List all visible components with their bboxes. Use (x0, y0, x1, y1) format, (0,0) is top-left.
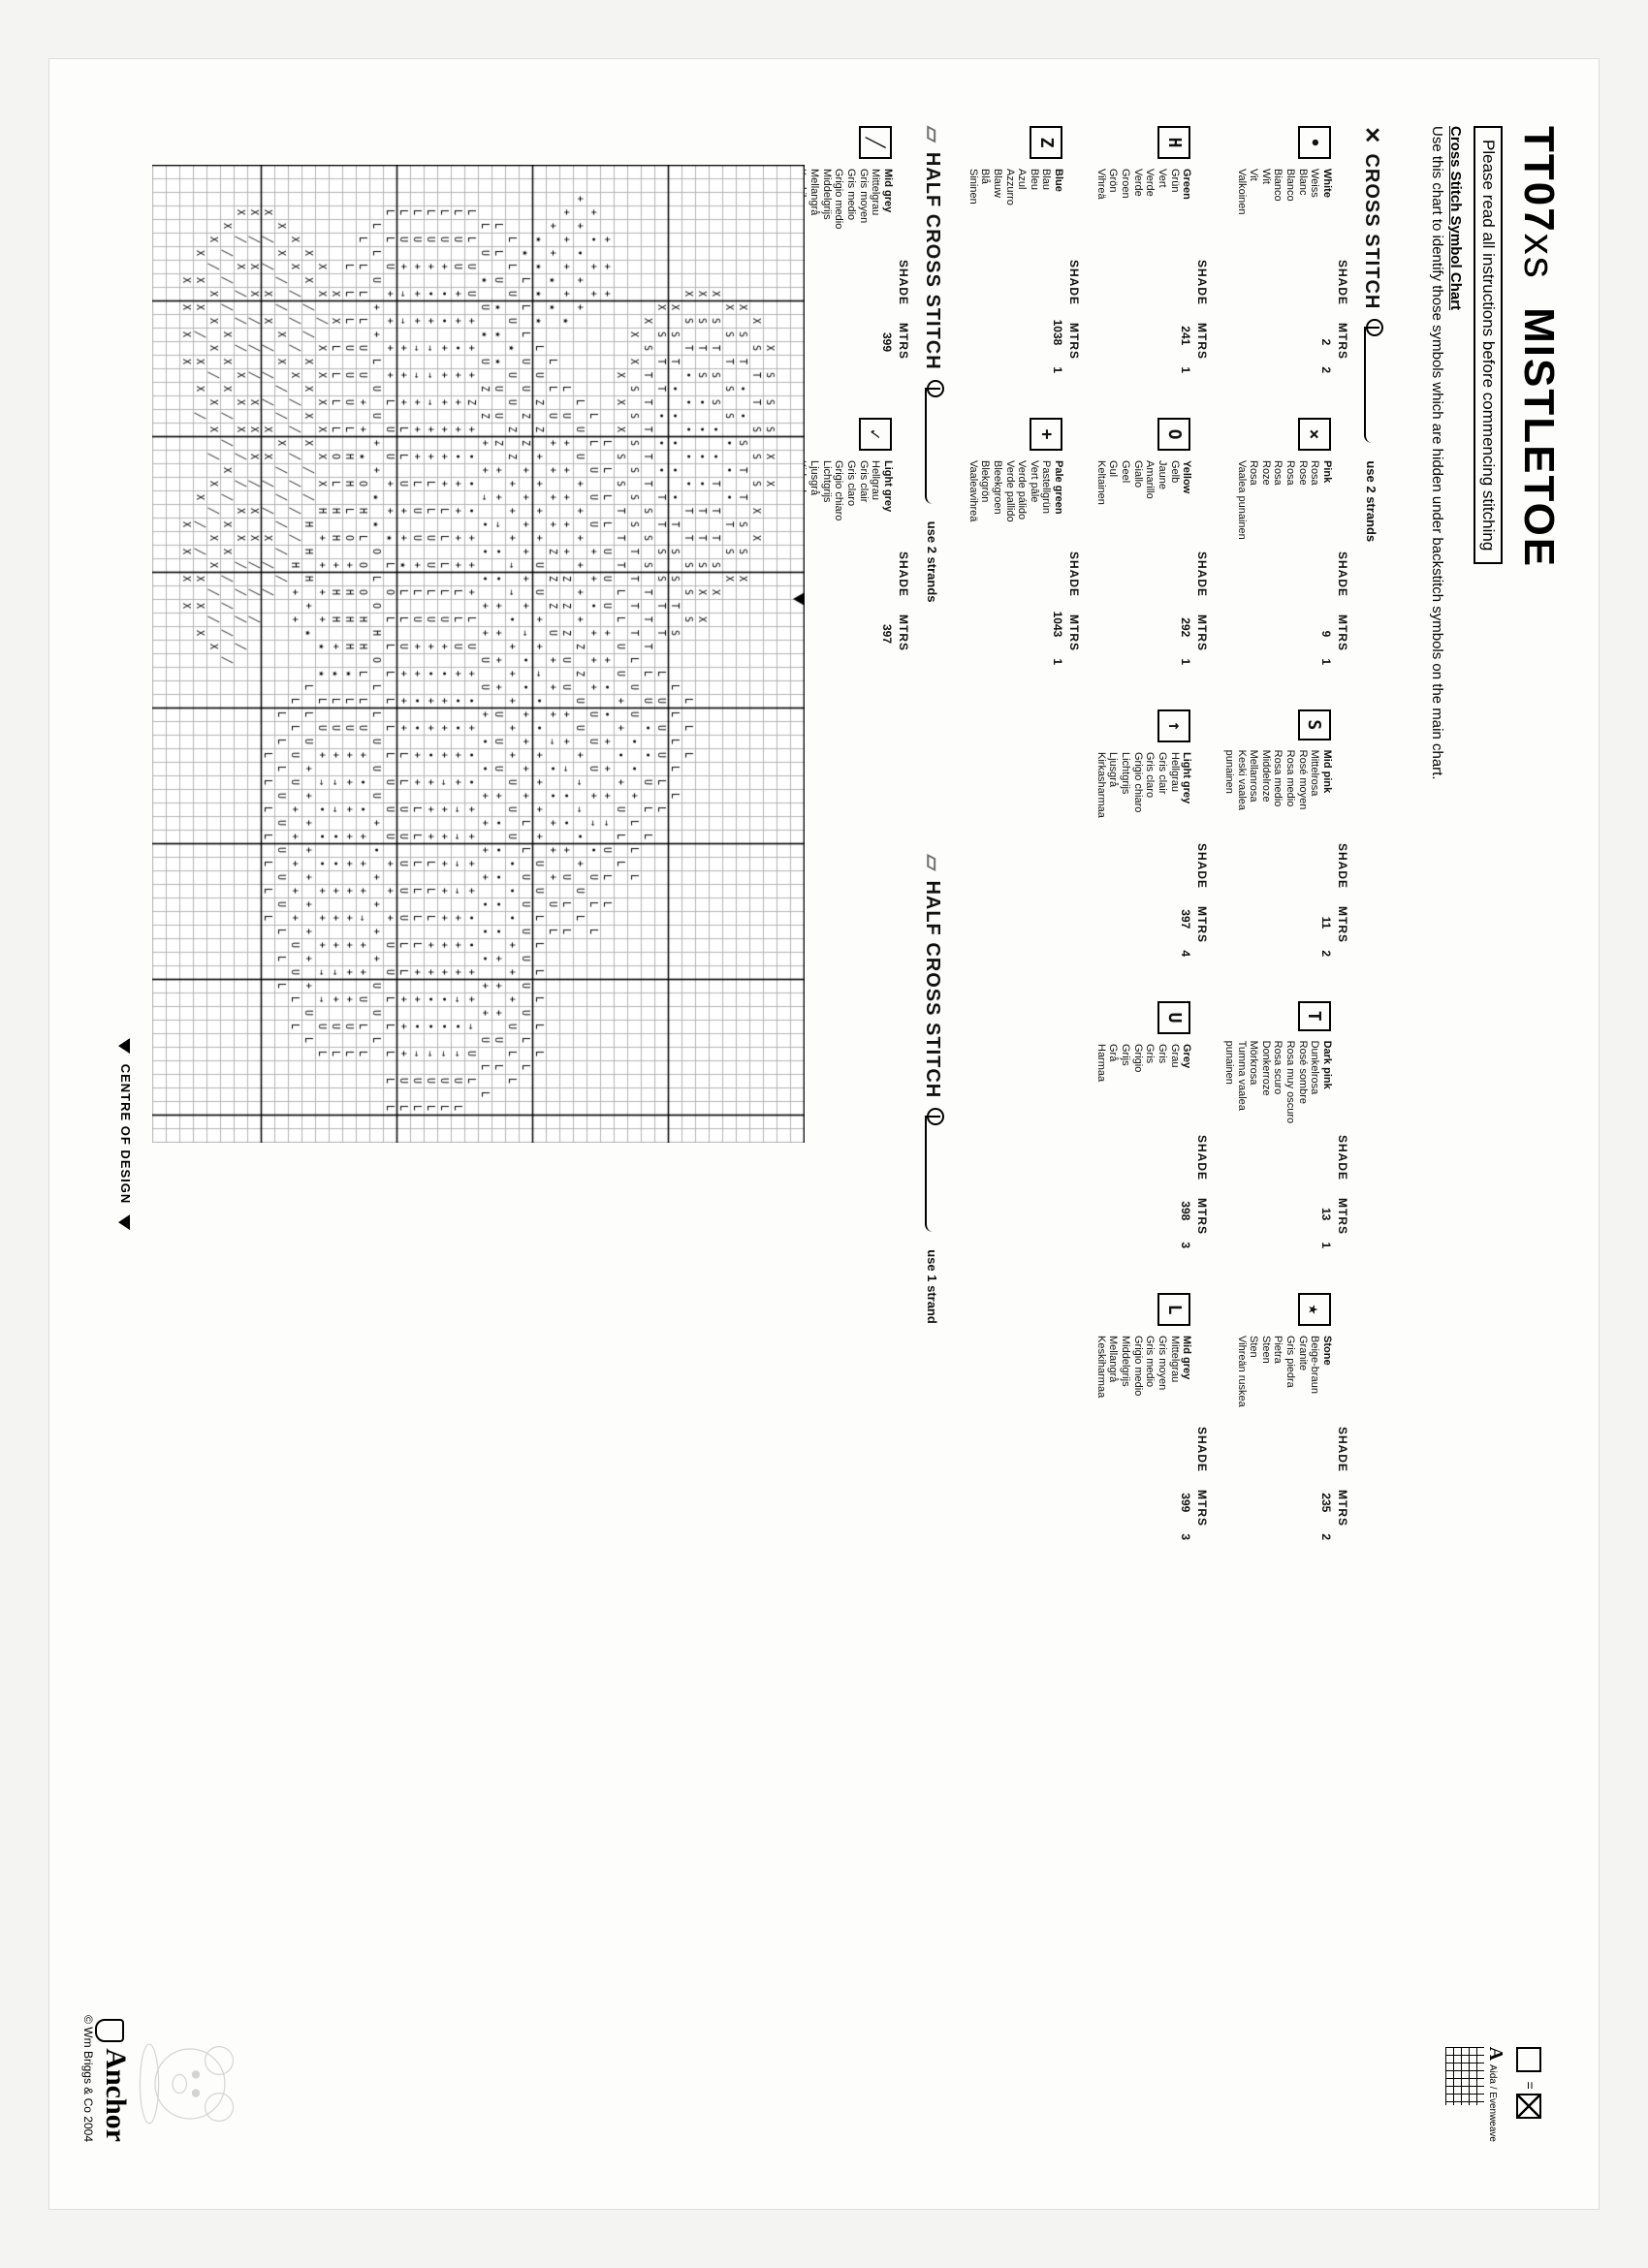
copyright: © Wm Briggs & Co 2004 (81, 2015, 95, 2142)
legend-cell: SHADEMTRS+Pale greenPastellgrünVert pâle… (967, 418, 1081, 665)
lang-list: Mid greyMittelgrauGris moyenGris medioGr… (796, 169, 894, 231)
empty-square-icon (1516, 2047, 1541, 2072)
legend-cell: SHADEMTRSOYellowGelbJauneAmarilloGialloG… (1094, 418, 1209, 665)
symbol-chart-note: Cross Stitch Symbol Chart Use this chart… (1428, 126, 1465, 780)
scanned-page: TT07xs MISTLETOE = A Aida / Evenweave Pl… (48, 58, 1600, 2210)
pattern-title: TT07xs MISTLETOE (1514, 126, 1563, 568)
centre-text: CENTRE OF DESIGN (118, 1064, 133, 1205)
aida-letter: A (1485, 2047, 1506, 2061)
symbol-box: ↑ (1157, 709, 1190, 742)
symbol-box: Z (1030, 126, 1062, 159)
lang-list: BlueBlauBleuAzulAzzurroBlauwBlåSininen (967, 169, 1064, 205)
symbol-box: • (1298, 126, 1331, 159)
needle-icon-2 (925, 388, 940, 504)
legend: ✕ CROSS STITCH use 2 strands SHADEMTRS•W… (782, 126, 1406, 2142)
aida-key: = A Aida / Evenweave (1445, 2047, 1541, 2142)
symbol-box: H (1157, 126, 1190, 159)
legend-cell: SHADEMTRSSMid pinkMittelrosaRosé moyenRo… (1222, 709, 1349, 957)
half-cross-title-2: HALF CROSS STITCH (921, 880, 943, 1098)
cross-stitch-header: ✕ CROSS STITCH use 2 strands (1359, 126, 1384, 2142)
legend-cell: SHADEMTRS╱Mid greyMittelgrauGris moyenGr… (796, 126, 910, 373)
legend-cell: SHADEMTRS✓Light greyHellgrauGris clairGr… (796, 418, 910, 665)
symbol-box: O (1157, 418, 1190, 451)
anchor-icon (95, 2019, 124, 2042)
half-strands-1: use 1 strand (925, 1249, 939, 1324)
half-cross-icon: ▱ (920, 126, 945, 142)
legend-cell: SHADEMTRSLMid greyMittelgrauGris moyenGr… (1094, 1293, 1209, 1540)
legend-cell: SHADEMTRS↑Light greyHellgrauGris clairGr… (1094, 709, 1209, 957)
brand-block: Anchor © Wm Briggs & Co 2004 (81, 2015, 132, 2142)
symbol-box: × (1298, 418, 1331, 451)
half-cross-title-1: HALF CROSS STITCH (921, 152, 943, 370)
lang-list: Mid greyMittelgrauGris moyenGris medioGr… (1094, 1336, 1192, 1398)
half-cross-rows: SHADEMTRS╱Mid greyMittelgrauGris moyenGr… (796, 126, 910, 2142)
legend-cell: SHADEMTRS×PinkRosaRoseRosaRosaRozeRosaVa… (1222, 418, 1349, 665)
lang-list: WhiteWeissBlancBlancoBiancoWitVitValkoin… (1235, 169, 1333, 215)
stitch-chart (152, 165, 805, 1143)
half-cross-header-1: ▱ HALF CROSS STITCH use 2 strands ▱ HALF… (920, 126, 945, 2142)
rotated-content: TT07xs MISTLETOE = A Aida / Evenweave Pl… (48, 58, 1600, 2210)
symbol-box: S (1298, 709, 1331, 740)
aida-equals: = (1522, 2081, 1537, 2089)
lang-list: Mid pinkMittelrosaRosé moyenRosa medioRo… (1222, 750, 1333, 849)
chart-wrap: CENTRE OF DESIGN (145, 165, 805, 2103)
cross-square-icon (1516, 2094, 1541, 2119)
title-name: MISTLETOE (1515, 307, 1563, 568)
lang-list: Light greyHellgrauGris clairGris claroGr… (1094, 752, 1192, 818)
teddy-watermark (138, 2026, 254, 2142)
triangle-up-icon-2 (118, 1214, 130, 1230)
symbol-box: ★ (1298, 1293, 1331, 1326)
lang-list: Pale greenPastellgrünVert pâleVerde páli… (967, 460, 1064, 522)
centre-label-bottom: CENTRE OF DESIGN (118, 1032, 133, 1236)
symbol-box: T (1298, 1001, 1331, 1031)
half-strands-2: use 2 strands (925, 521, 939, 603)
lang-list: StoneBeige-braunGraniteGris piedraPietra… (1235, 1336, 1333, 1407)
lang-list: PinkRosaRoseRosaRosaRozeRosaVaalea punai… (1235, 460, 1333, 540)
needle-icon (1364, 327, 1379, 443)
symbol-chart-heading: Cross Stitch Symbol Chart (1447, 126, 1464, 310)
brand-name: Anchor (100, 2048, 132, 2142)
symbol-box: + (1030, 418, 1062, 451)
lang-list: Dark pinkDunkelrosaRosé sombreRosa muy o… (1222, 1041, 1333, 1145)
lang-list: GreyGrauGrisGrisGrigioGrijsGråHarmaa (1094, 1044, 1192, 1082)
title-code: TT07 (1515, 126, 1563, 234)
legend-row: SHADEMTRS╱Mid greyMittelgrauGris moyenGr… (796, 126, 910, 2142)
legend-cell: SHADEMTRSTDark pinkDunkelrosaRosé sombre… (1222, 1001, 1349, 1248)
legend-cell: SHADEMTRS★StoneBeige-braunGraniteGris pi… (1222, 1293, 1349, 1540)
legend-row: SHADEMTRSHGreenGrünVertVerdeVerdeGroenGr… (1094, 126, 1209, 2142)
aida-grid-icon (1445, 2047, 1484, 2105)
legend-cell: SHADEMTRSUGreyGrauGrisGrisGrigioGrijsGrå… (1094, 1001, 1209, 1248)
symbol-box: ✓ (859, 418, 892, 451)
symbol-box: U (1157, 1001, 1190, 1034)
cross-strands: use 2 strands (1365, 460, 1379, 542)
symbol-box: L (1157, 1293, 1190, 1326)
triangle-up-icon (118, 1038, 130, 1054)
aida-label: Aida / Evenweave (1487, 2064, 1498, 2142)
legend-cell: SHADEMTRS•WhiteWeissBlancBlancoBiancoWit… (1222, 126, 1349, 373)
legend-row: SHADEMTRS•WhiteWeissBlancBlancoBiancoWit… (1222, 126, 1349, 2142)
symbol-box: ╱ (859, 126, 892, 159)
legend-cell: SHADEMTRSZBlueBlauBleuAzulAzzurroBlauwBl… (967, 126, 1081, 373)
half-cross-icon-2: ▱ (920, 855, 945, 871)
title-suffix: xs (1515, 234, 1563, 280)
symbol-chart-text: Use this chart to identify those symbols… (1429, 126, 1445, 780)
needle-icon-3 (925, 1116, 940, 1232)
legend-row: SHADEMTRSZBlueBlauBleuAzulAzzurroBlauwBl… (967, 126, 1081, 2142)
legend-cell: SHADEMTRSHGreenGrünVertVerdeVerdeGroenGr… (1094, 126, 1209, 373)
cross-stitch-title: CROSS STITCH (1361, 153, 1383, 309)
cross-stitch-rows: SHADEMTRS•WhiteWeissBlancBlancoBiancoWit… (967, 126, 1349, 2142)
lang-list: GreenGrünVertVerdeVerdeGroenGrönVihreä (1094, 169, 1192, 200)
cross-icon: ✕ (1359, 126, 1384, 143)
lang-list: Light greyHellgrauGris clairGris claroGr… (796, 460, 894, 526)
instruction-box: Please read all instructions before comm… (1474, 126, 1503, 564)
lang-list: YellowGelbJauneAmarilloGialloGeelGulKelt… (1094, 460, 1192, 505)
